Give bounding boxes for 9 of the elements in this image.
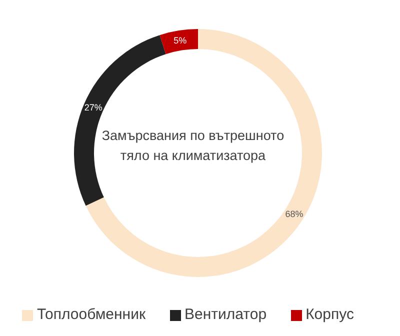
legend-label: Корпус (306, 306, 354, 323)
data-label: 68% (285, 209, 304, 220)
legend-label: Вентилатор (184, 306, 267, 323)
data-label: 5% (174, 35, 187, 46)
donut-slice (160, 29, 198, 54)
data-label: 27% (84, 102, 102, 113)
legend-label: Топлообменник (37, 306, 146, 323)
text: Замърсвания по вътрешното тяло на климатизатора (100, 127, 286, 165)
donut-slice (86, 29, 322, 277)
